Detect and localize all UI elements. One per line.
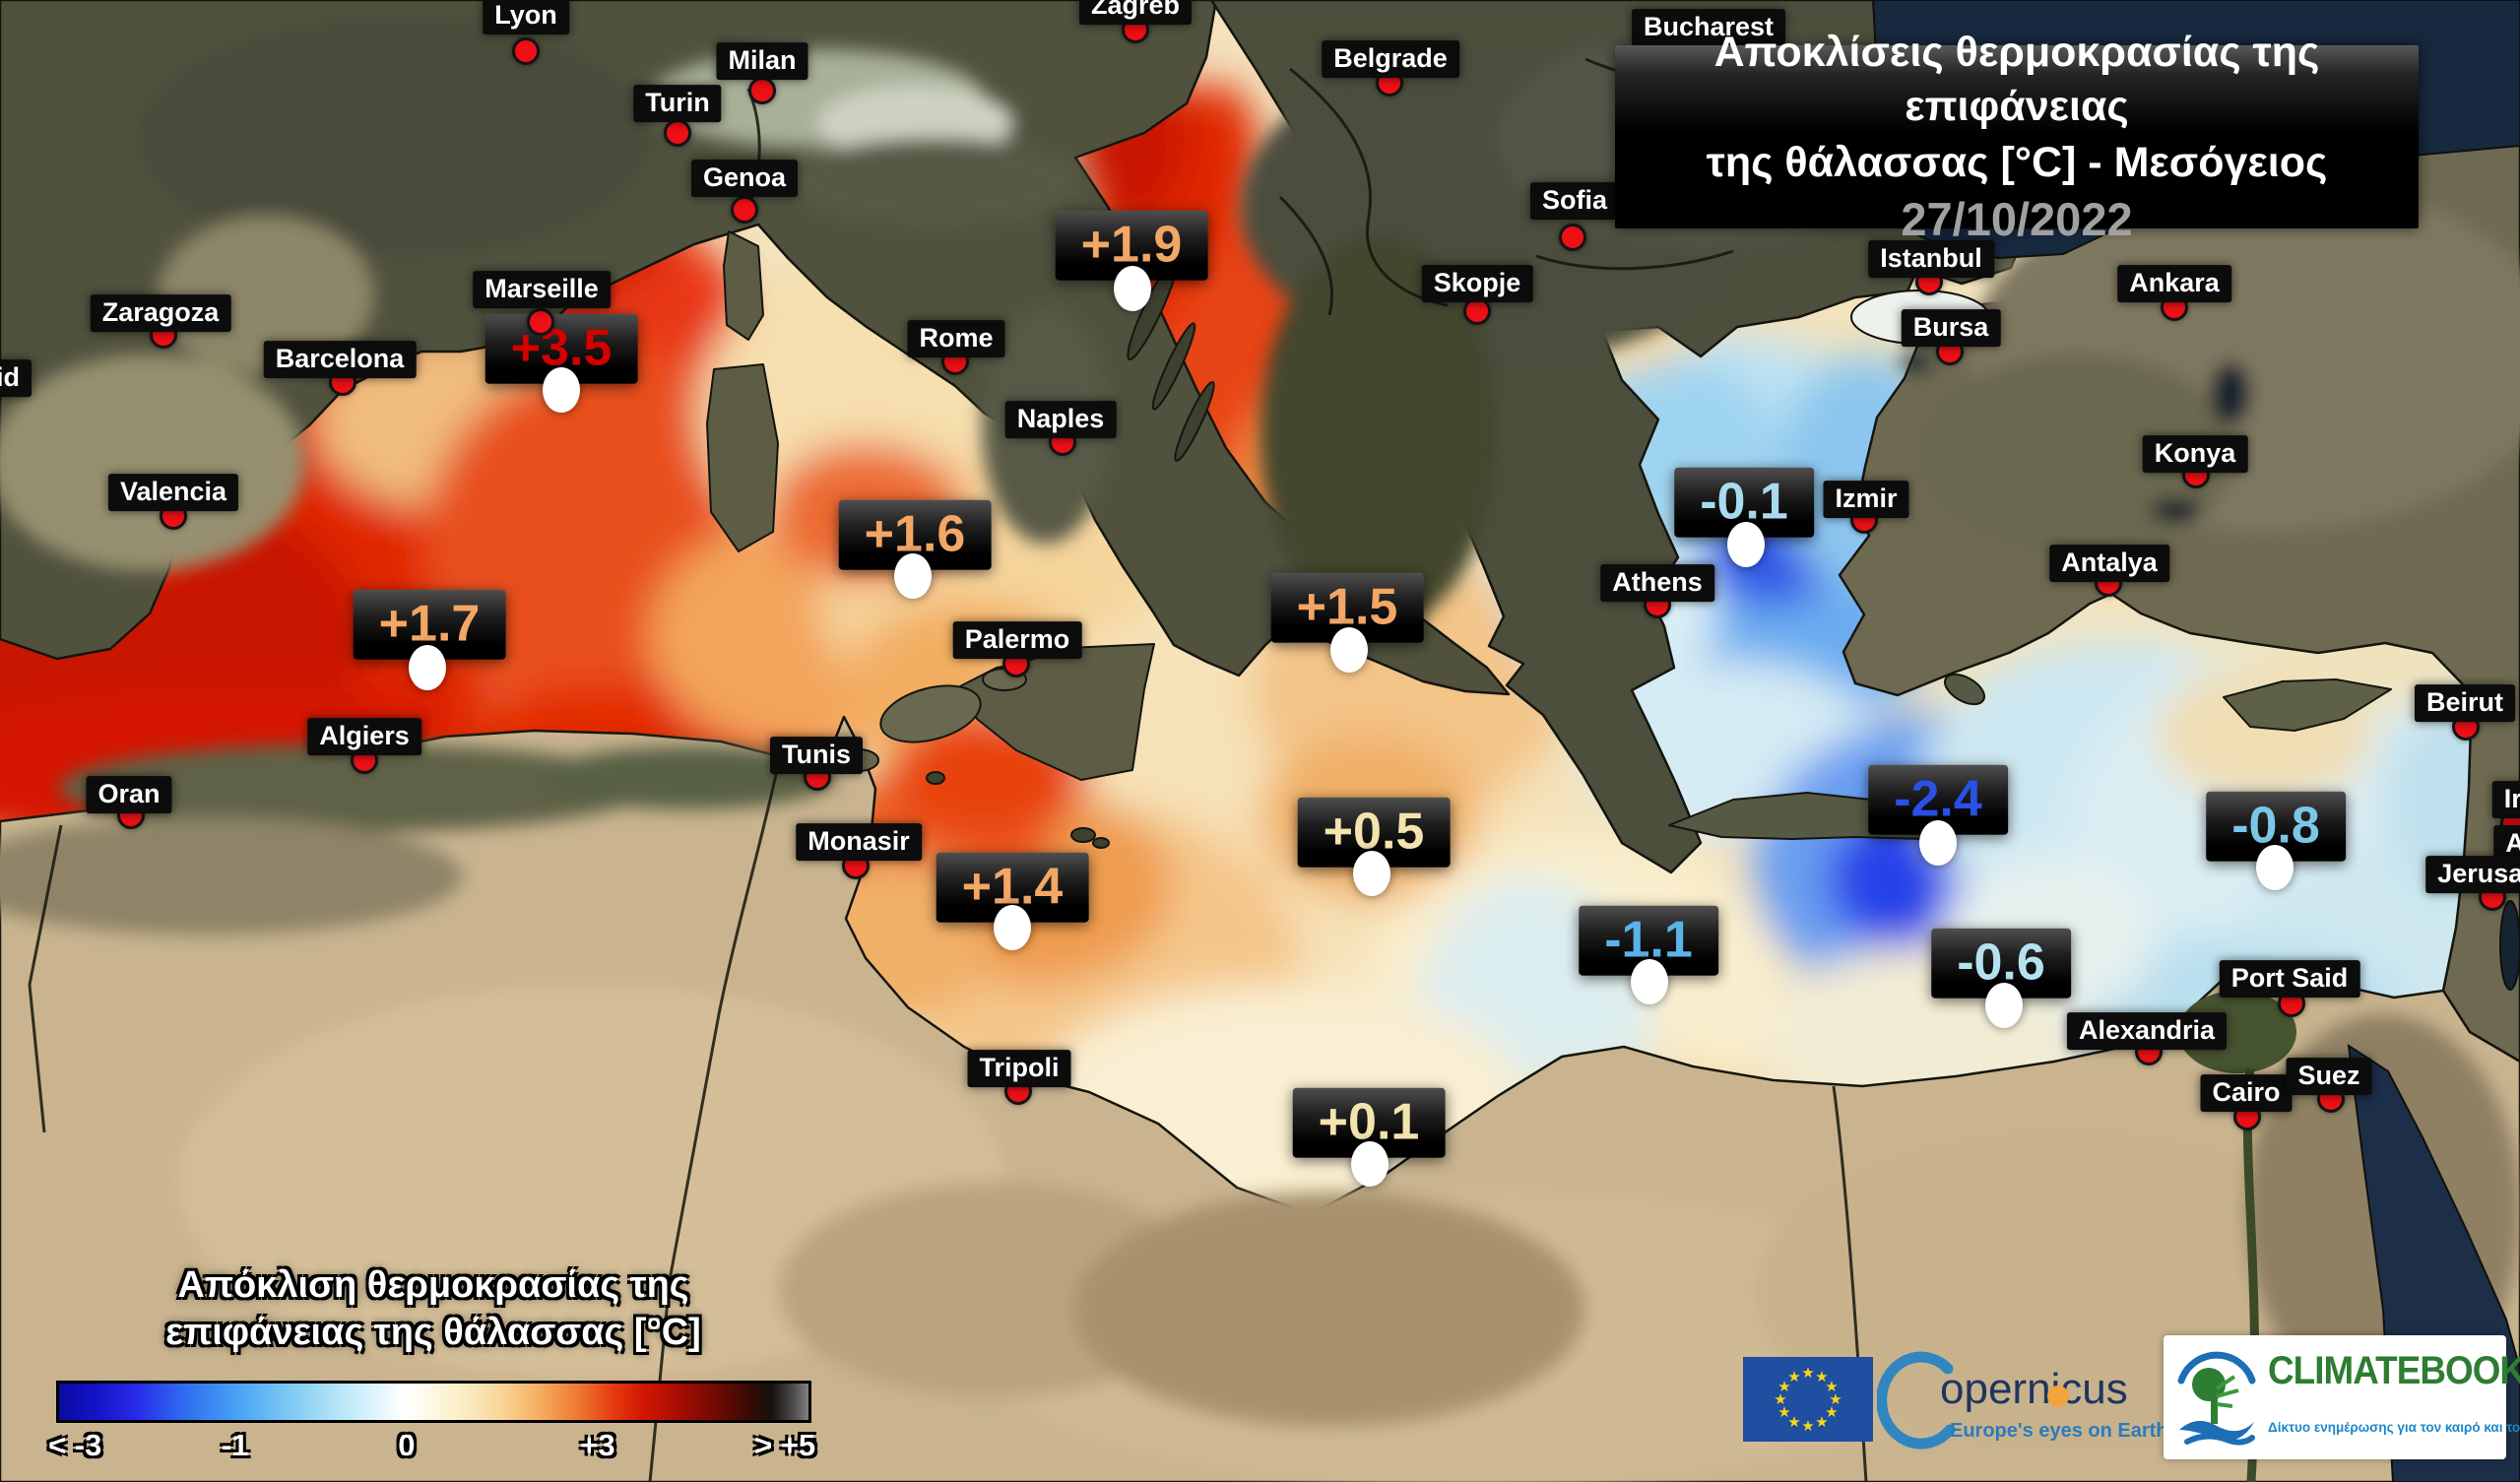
city-label: Rome [907, 320, 1005, 357]
city-label: Genoa [690, 160, 799, 197]
anomaly-point-dot [894, 553, 932, 599]
legend: Απόκλιση θερμοκρασίας της επιφάνειας της… [39, 1262, 827, 1462]
city-label: Naples [1004, 401, 1117, 438]
city-label: Skopje [1421, 265, 1533, 302]
anomaly-point-dot [1114, 266, 1151, 311]
city-label: Tripoli [967, 1050, 1071, 1087]
anomaly-point-dot [543, 367, 580, 413]
city-dot [512, 37, 540, 65]
city-label: Turin [633, 85, 722, 122]
anomaly-point-dot [1919, 820, 1957, 866]
anomaly-point-dot [1351, 1141, 1389, 1187]
city-dot [664, 119, 691, 147]
title-box: Αποκλίσεις θερμοκρασίας της επιφάνειας τ… [1615, 29, 2419, 245]
city-label: Sofia [1529, 182, 1620, 220]
city-label: Zaragoza [90, 294, 231, 332]
anomaly-point-dot [1985, 983, 2023, 1028]
anomaly-label: -0.6 [1931, 928, 2071, 999]
city-label: Zagreb [1078, 0, 1193, 25]
city-label: Konya [2142, 435, 2248, 473]
city-label: Antalya [2049, 545, 2169, 582]
colorbar-tick-label: < -3 [48, 1428, 102, 1462]
title-line-1: Αποκλίσεις θερμοκρασίας της επιφάνειας [1713, 29, 2320, 131]
legend-title-line-2: επιφάνειας της θάλασσας [°C] [165, 1311, 701, 1353]
city-label: Athens [1600, 564, 1714, 602]
title-date: 27/10/2022 [1901, 193, 2133, 246]
anomaly-point-dot [2256, 845, 2294, 890]
city-label: Valencia [107, 474, 239, 511]
city-label: Lyon [483, 0, 569, 34]
city-label: Cairo [2200, 1074, 2293, 1112]
anomaly-point-dot [1727, 522, 1765, 567]
city-label: Barcelona [263, 341, 417, 378]
colorbar-ticks: < -3 -1 0 +3 > +5 [48, 1428, 815, 1467]
city-label: Irb [2491, 781, 2520, 818]
city-label: Ankara [2117, 265, 2231, 302]
colorbar-tick-label: -1 [221, 1428, 249, 1462]
city-label: id [0, 359, 32, 397]
anomaly-point-dot [1631, 959, 1668, 1004]
city-label: Jerusale [2425, 856, 2520, 893]
city-label: Istanbul [1868, 240, 1994, 278]
city-label: Monasir [796, 823, 922, 861]
anomaly-label: +1.9 [1055, 210, 1208, 281]
anomaly-point-dot [994, 905, 1031, 950]
city-label: Suez [2286, 1058, 2372, 1095]
city-label: Alexandria [2066, 1012, 2228, 1050]
title-line-2: της θάλασσας [°C] - Μεσόγειος [1706, 139, 2328, 187]
anomaly-label: +3.5 [485, 313, 638, 384]
colorbar [56, 1381, 811, 1423]
anomaly-label: +1.5 [1270, 572, 1424, 643]
city-label: Oran [86, 776, 172, 813]
anomaly-point-dot [409, 645, 446, 690]
city-dot [527, 308, 554, 336]
city-label: Palermo [952, 621, 1082, 659]
city-label: Marseille [473, 271, 611, 308]
city-label: Bursa [1901, 309, 2001, 347]
anomaly-label: -2.4 [1868, 764, 2008, 835]
city-label: Izmir [1823, 481, 1909, 518]
city-label: Port Said [2219, 960, 2360, 998]
anomaly-label: +1.4 [936, 852, 1089, 923]
city-label: Milan [716, 42, 808, 80]
city-label: Beirut [2414, 684, 2516, 722]
city-dot [748, 77, 776, 104]
anomaly-point-dot [1330, 627, 1368, 673]
anomaly-point-dot [1353, 851, 1390, 896]
city-label: Belgrade [1322, 40, 1459, 78]
legend-title-line-1: Απόκλιση θερμοκρασίας της [177, 1264, 689, 1306]
colorbar-tick-label: > +5 [754, 1428, 816, 1462]
city-dot [731, 196, 758, 224]
city-label: Algiers [307, 718, 421, 755]
colorbar-tick-label: 0 [398, 1428, 416, 1462]
city-label: Bucharest [1631, 9, 1786, 46]
colorbar-tick-label: +3 [580, 1428, 615, 1462]
city-dot [1559, 224, 1586, 251]
city-label: Tunis [770, 737, 863, 774]
